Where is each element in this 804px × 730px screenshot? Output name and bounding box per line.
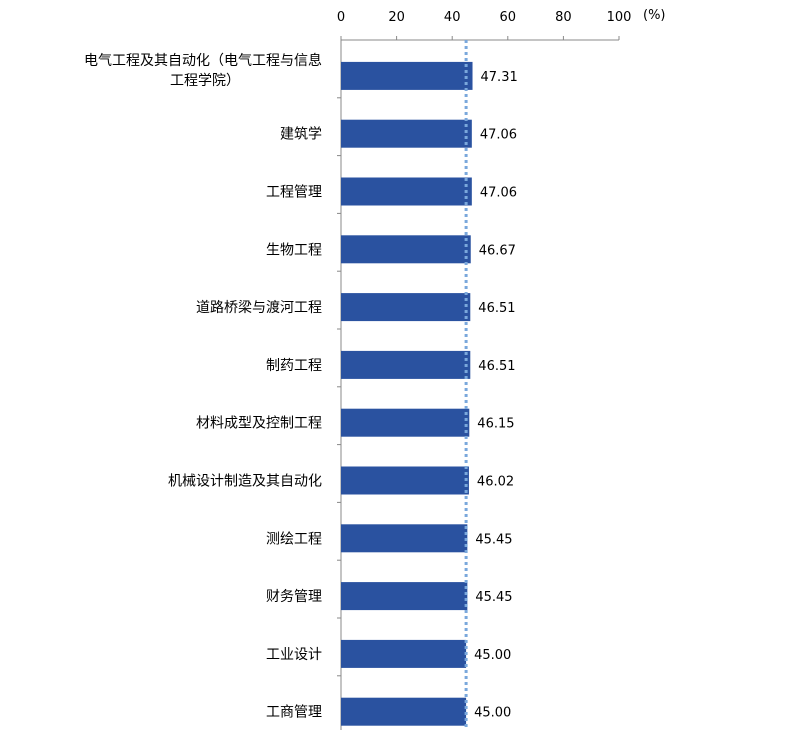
bar — [341, 293, 471, 322]
category-label: 电气工程及其自动化（电气工程与信息 — [84, 52, 322, 69]
x-tick-label: 60 — [500, 10, 517, 25]
bar — [341, 524, 468, 553]
bar — [341, 408, 470, 437]
bar — [341, 235, 471, 264]
data-label: 45.00 — [474, 648, 511, 663]
unit-label: (%) — [643, 8, 666, 23]
bar — [341, 350, 471, 379]
category-label: 建筑学 — [280, 127, 322, 143]
data-label: 46.67 — [479, 243, 516, 258]
bar — [341, 697, 467, 726]
x-tick-label: 80 — [555, 10, 572, 25]
data-label: 47.31 — [481, 70, 518, 85]
x-tick-label: 100 — [607, 10, 632, 25]
category-label: 工程学院） — [170, 73, 240, 89]
x-tick-label: 0 — [337, 10, 345, 25]
data-label: 47.06 — [480, 186, 517, 201]
category-label: 工程管理 — [266, 185, 322, 201]
bar — [341, 466, 469, 495]
category-label: 工业设计 — [266, 647, 322, 663]
data-label: 46.15 — [477, 417, 514, 432]
category-label: 测绘工程 — [266, 531, 322, 547]
bars — [341, 40, 473, 730]
data-label: 46.51 — [478, 301, 515, 316]
bar — [341, 119, 472, 148]
data-label: 45.45 — [475, 532, 512, 547]
category-label: 制药工程 — [266, 358, 322, 374]
x-axis: 0 20 40 60 80 100 (%) — [337, 8, 666, 730]
category-label: 道路桥梁与渡河工程 — [196, 300, 322, 316]
bar — [341, 582, 468, 611]
data-label: 47.06 — [480, 128, 517, 143]
category-label: 财务管理 — [266, 589, 322, 605]
data-label: 46.51 — [478, 359, 515, 374]
data-label: 45.00 — [474, 706, 511, 721]
bar — [341, 639, 467, 668]
category-label: 机械设计制造及其自动化 — [168, 474, 322, 490]
data-label: 46.02 — [477, 475, 514, 490]
bar — [341, 177, 472, 206]
data-label: 45.45 — [475, 590, 512, 605]
category-label: 工商管理 — [266, 705, 322, 721]
bar — [341, 61, 473, 90]
category-label: 材料成型及控制工程 — [196, 416, 322, 432]
x-tick-label: 20 — [388, 10, 405, 25]
x-tick-label: 40 — [444, 10, 461, 25]
category-label: 生物工程 — [266, 242, 322, 258]
